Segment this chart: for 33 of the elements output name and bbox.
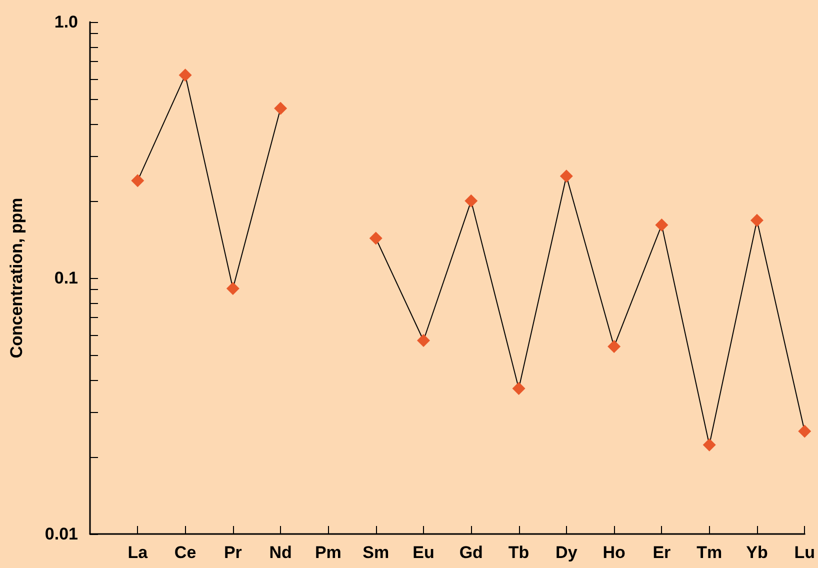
x-tick-label: La [128,543,148,562]
point [274,102,288,115]
point [608,340,621,354]
y-tick-label: 0.1 [54,268,78,288]
x-tick-label: Sm [362,543,390,562]
y-tick-label: 1.0 [54,12,78,32]
x-tick-label: Tb [508,543,530,562]
point [226,282,240,295]
point [369,232,382,245]
point [178,68,192,82]
x-tick-label: Pr [224,543,242,562]
x-tick-label: Yb [746,543,768,562]
x-tick-label: Ho [602,543,626,562]
x-tick-label: Pm [314,543,342,562]
x-tick-label: Gd [459,543,483,562]
x-tick-label: Nd [269,543,292,562]
y-axis-title: Concentration, ppm [7,198,26,358]
point [798,424,812,438]
point [750,214,764,227]
point [416,334,430,347]
point [655,218,668,232]
y-tick-label: 0.01 [44,524,78,544]
x-tick-label: Lu [794,543,816,562]
x-tick-label: Ce [174,543,196,562]
point [464,194,478,208]
x-tick-label: Eu [412,543,434,562]
point [560,170,573,183]
point [512,382,526,396]
point [702,438,716,452]
point [131,174,144,188]
x-tick-label: Er [652,543,672,562]
x-tick-label: Tm [696,543,722,562]
x-tick-label: Dy [556,543,578,562]
